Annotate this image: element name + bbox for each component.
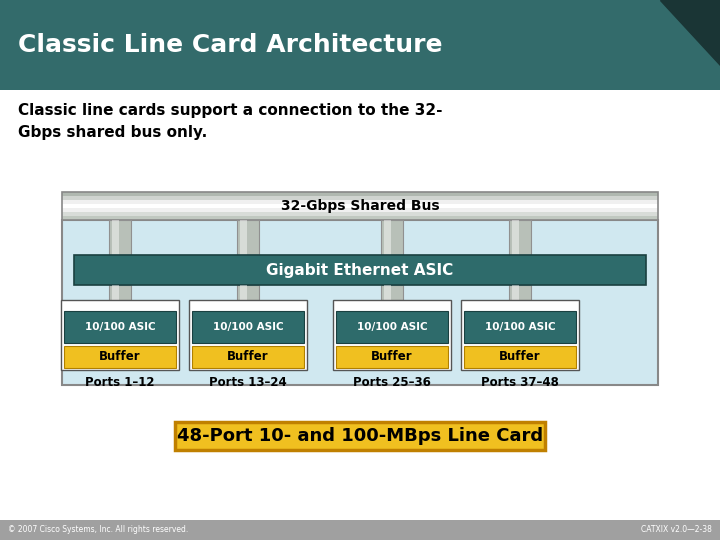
- Text: Buffer: Buffer: [372, 350, 413, 363]
- Bar: [64, 311, 176, 343]
- Text: CATXIX v2.0—2-38: CATXIX v2.0—2-38: [641, 525, 712, 535]
- Bar: [461, 300, 579, 370]
- Text: Gigabit Ethernet ASIC: Gigabit Ethernet ASIC: [266, 262, 454, 278]
- Text: 32-Gbps Shared Bus: 32-Gbps Shared Bus: [281, 199, 439, 213]
- Bar: [240, 285, 246, 300]
- Bar: [384, 220, 391, 255]
- Polygon shape: [660, 0, 720, 65]
- Bar: [74, 255, 646, 285]
- Bar: [464, 346, 576, 368]
- Bar: [61, 300, 179, 370]
- Bar: [62, 192, 658, 220]
- Bar: [109, 285, 131, 300]
- Bar: [512, 220, 518, 255]
- Bar: [62, 220, 658, 385]
- Bar: [0, 0, 720, 90]
- Bar: [512, 285, 518, 300]
- Bar: [336, 311, 448, 343]
- Text: 10/100 ASIC: 10/100 ASIC: [485, 322, 555, 332]
- Text: Ports 25–36: Ports 25–36: [353, 375, 431, 388]
- Bar: [112, 285, 119, 300]
- Bar: [509, 285, 531, 300]
- Bar: [62, 204, 658, 208]
- Bar: [509, 220, 531, 255]
- Text: Classic line cards support a connection to the 32-: Classic line cards support a connection …: [18, 103, 443, 118]
- Bar: [64, 346, 176, 368]
- Text: © 2007 Cisco Systems, Inc. All rights reserved.: © 2007 Cisco Systems, Inc. All rights re…: [8, 525, 188, 535]
- Bar: [62, 199, 658, 204]
- Text: 10/100 ASIC: 10/100 ASIC: [356, 322, 427, 332]
- Bar: [189, 300, 307, 370]
- Text: Buffer: Buffer: [228, 350, 269, 363]
- Bar: [192, 311, 304, 343]
- Text: Buffer: Buffer: [99, 350, 141, 363]
- Text: 10/100 ASIC: 10/100 ASIC: [85, 322, 156, 332]
- Bar: [109, 220, 131, 255]
- Bar: [384, 285, 391, 300]
- Text: Buffer: Buffer: [499, 350, 541, 363]
- Text: Ports 37–48: Ports 37–48: [481, 375, 559, 388]
- Bar: [333, 300, 451, 370]
- Bar: [240, 220, 246, 255]
- Text: Gbps shared bus only.: Gbps shared bus only.: [18, 125, 207, 139]
- Bar: [237, 220, 259, 255]
- Text: Ports 1–12: Ports 1–12: [85, 375, 155, 388]
- Bar: [464, 311, 576, 343]
- Text: Ports 13–24: Ports 13–24: [209, 375, 287, 388]
- Bar: [237, 285, 259, 300]
- Text: 10/100 ASIC: 10/100 ASIC: [212, 322, 283, 332]
- Bar: [62, 192, 658, 196]
- Bar: [336, 346, 448, 368]
- Bar: [175, 422, 545, 450]
- Bar: [0, 520, 720, 540]
- Bar: [381, 220, 403, 255]
- Bar: [381, 285, 403, 300]
- Bar: [62, 195, 658, 200]
- Bar: [62, 207, 658, 212]
- Bar: [192, 346, 304, 368]
- Bar: [62, 212, 658, 216]
- Text: Classic Line Card Architecture: Classic Line Card Architecture: [18, 33, 443, 57]
- Bar: [62, 215, 658, 220]
- Text: 48-Port 10- and 100-MBps Line Card: 48-Port 10- and 100-MBps Line Card: [177, 427, 543, 445]
- Bar: [112, 220, 119, 255]
